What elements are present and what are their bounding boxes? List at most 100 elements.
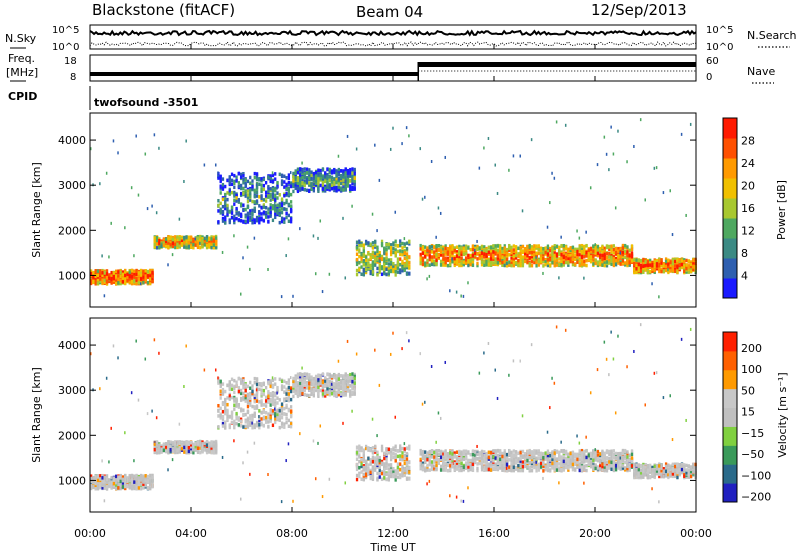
power-cell xyxy=(217,198,220,203)
power-cell xyxy=(235,175,238,179)
velocity-cell xyxy=(205,445,209,449)
power-cell xyxy=(433,250,436,254)
velocity-cell xyxy=(255,395,259,400)
power-cell xyxy=(121,280,125,284)
power-cell xyxy=(355,252,359,256)
velocity-cell xyxy=(90,476,93,481)
power-cell xyxy=(567,253,570,258)
velocity-cell xyxy=(219,383,222,387)
power-cell xyxy=(455,257,459,262)
power-cell xyxy=(360,265,363,269)
power-cell xyxy=(267,220,270,224)
power-cell xyxy=(542,271,544,275)
power-cell xyxy=(278,203,281,208)
power-cell xyxy=(449,252,452,256)
power-cell xyxy=(230,182,234,187)
power-cell xyxy=(621,250,625,255)
velocity-cell xyxy=(221,414,225,419)
power-cell xyxy=(196,236,200,241)
power-cell xyxy=(230,190,234,195)
power-cell xyxy=(217,176,220,180)
power-cell xyxy=(533,253,536,257)
velocity-cell xyxy=(239,417,243,422)
velocity-cell xyxy=(201,443,204,448)
velocity-cell xyxy=(199,443,202,447)
power-cell xyxy=(192,245,195,250)
power-cell xyxy=(274,207,277,211)
power-cell xyxy=(514,253,518,258)
power-cell xyxy=(569,259,572,264)
power-cell xyxy=(276,203,279,208)
power-cell xyxy=(176,235,179,239)
velocity-cell xyxy=(158,450,161,454)
power-cell xyxy=(405,272,409,276)
velocity-cell xyxy=(219,392,222,396)
power-cell xyxy=(258,218,261,222)
velocity-cell xyxy=(183,447,186,452)
power-cell xyxy=(483,255,486,259)
power-cell xyxy=(274,193,277,198)
velocity-cell xyxy=(274,410,277,414)
power-cell xyxy=(224,199,227,204)
power-cell xyxy=(669,189,671,193)
power-cell xyxy=(635,263,638,267)
power-cell xyxy=(380,254,384,259)
power-cell xyxy=(610,249,613,254)
power-cell xyxy=(101,281,104,285)
velocity-cell xyxy=(271,391,275,395)
power-cell xyxy=(567,256,570,261)
power-cell xyxy=(353,179,356,183)
velocity-cell xyxy=(187,443,191,447)
power-cell xyxy=(124,271,127,275)
power-cell xyxy=(569,253,572,258)
velocity-cell xyxy=(135,477,138,481)
power-cell xyxy=(260,177,263,181)
power-cell xyxy=(378,263,381,268)
velocity-cell xyxy=(255,399,259,403)
power-cell xyxy=(280,219,284,224)
power-cell xyxy=(142,277,145,282)
power-cell xyxy=(249,191,252,196)
power-cell xyxy=(644,263,647,268)
power-cell xyxy=(389,265,393,270)
power-cell xyxy=(237,218,241,222)
power-cell xyxy=(378,266,381,271)
power-cell xyxy=(426,252,429,257)
power-cell xyxy=(535,255,537,259)
power-cell xyxy=(371,254,375,259)
power-cell xyxy=(583,250,586,255)
velocity-cell xyxy=(249,420,252,425)
velocity-cell xyxy=(183,443,186,448)
power-cell xyxy=(230,208,234,213)
power-cell xyxy=(174,245,177,250)
power-cell xyxy=(537,263,540,267)
power-cell xyxy=(424,250,427,255)
velocity-cell xyxy=(253,376,256,381)
power-cell xyxy=(235,199,238,203)
power-cell xyxy=(137,193,140,197)
power-cell xyxy=(458,244,461,249)
power-cell xyxy=(176,238,179,242)
velocity-cell xyxy=(124,473,127,478)
power-cell xyxy=(464,261,468,266)
power-cell xyxy=(258,204,261,208)
power-cell xyxy=(408,242,411,246)
power-cell xyxy=(508,246,511,250)
velocity-cell xyxy=(212,441,216,445)
power-cell xyxy=(269,177,272,181)
power-cell xyxy=(221,219,225,223)
power-cell xyxy=(267,207,270,211)
power-cell xyxy=(258,210,260,214)
power-cell xyxy=(560,258,563,263)
power-cell xyxy=(280,207,284,211)
power-cell xyxy=(683,258,686,262)
power-cell xyxy=(355,240,359,245)
power-cell xyxy=(201,241,204,245)
power-cell xyxy=(114,281,118,286)
power-cell xyxy=(521,244,525,249)
power-cell xyxy=(167,236,170,241)
power-cell xyxy=(269,212,272,217)
power-cell xyxy=(119,270,122,275)
power-cell xyxy=(319,219,322,223)
power-cell xyxy=(178,245,181,249)
